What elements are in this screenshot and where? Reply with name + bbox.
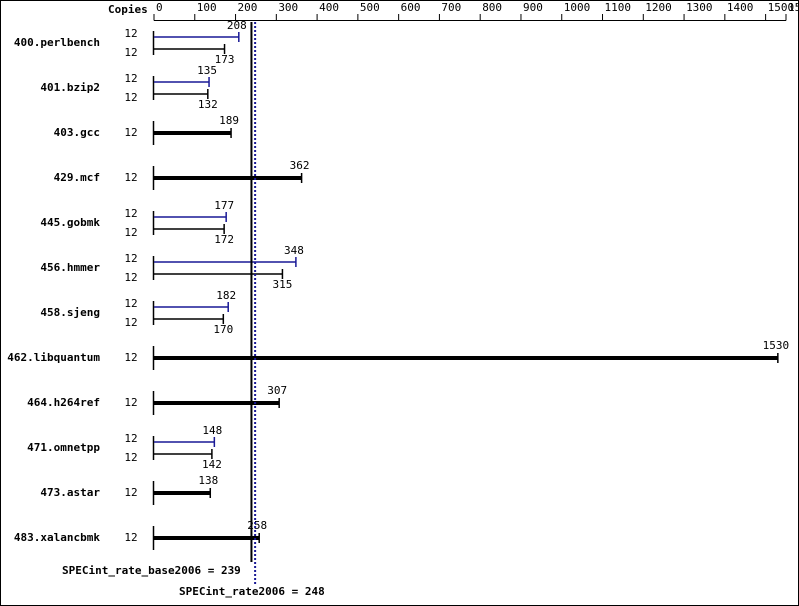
x-axis-label: Copies	[108, 3, 148, 16]
x-tick-label: 1500	[768, 1, 795, 14]
base-copies: 12	[124, 271, 137, 284]
base-value-label: 142	[202, 458, 222, 471]
base-copies: 12	[124, 486, 137, 499]
category-label: 471.omnetpp	[27, 441, 100, 454]
category-label: 473.astar	[40, 486, 100, 499]
x-tick-label: 1000	[564, 1, 591, 14]
category-label: 401.bzip2	[40, 81, 100, 94]
x-tick-label: 100	[197, 1, 217, 14]
category-label: 464.h264ref	[27, 396, 100, 409]
category-label: 400.perlbench	[14, 36, 100, 49]
peak-value-label: 348	[284, 244, 304, 257]
peak-copies: 12	[124, 297, 137, 310]
peak-copies: 12	[124, 252, 137, 265]
base-value-label: 170	[213, 323, 233, 336]
base-copies: 12	[124, 171, 137, 184]
base-value-label: 173	[215, 53, 235, 66]
base-copies: 12	[124, 226, 137, 239]
base-copies: 12	[124, 91, 137, 104]
base-value-label: 258	[247, 519, 267, 532]
peak-value-label: 182	[216, 289, 236, 302]
x-tick-label: 800	[482, 1, 502, 14]
base-copies: 12	[124, 316, 137, 329]
base-value-label: 315	[273, 278, 293, 291]
base-copies: 12	[124, 451, 137, 464]
category-label: 458.sjeng	[40, 306, 100, 319]
base-value-label: 172	[214, 233, 234, 246]
category-label: 456.hmmer	[40, 261, 100, 274]
base-value-label: 362	[290, 159, 310, 172]
peak-copies: 12	[124, 207, 137, 220]
category-label: 462.libquantum	[7, 351, 100, 364]
peak-value-label: 208	[227, 19, 247, 32]
peak-value-label: 177	[214, 199, 234, 212]
x-tick-label: 400	[319, 1, 339, 14]
x-tick-label: 600	[401, 1, 421, 14]
x-tick-label: 700	[441, 1, 461, 14]
peak-mean-label: SPECint_rate2006 = 248	[179, 585, 325, 598]
base-value-label: 307	[267, 384, 287, 397]
x-tick-label: 1100	[605, 1, 632, 14]
x-tick-label: 1300	[686, 1, 713, 14]
base-copies: 12	[124, 46, 137, 59]
category-label: 445.gobmk	[40, 216, 100, 229]
x-tick-label: 1550	[788, 1, 799, 14]
peak-copies: 12	[124, 432, 137, 445]
x-tick-label: 900	[523, 1, 543, 14]
x-tick-label: 1200	[645, 1, 672, 14]
base-value-label: 138	[198, 474, 218, 487]
x-tick-label: 1400	[727, 1, 754, 14]
x-tick-label: 200	[238, 1, 258, 14]
base-copies: 12	[124, 396, 137, 409]
peak-value-label: 148	[202, 424, 222, 437]
category-label: 483.xalancbmk	[14, 531, 100, 544]
peak-value-label: 135	[197, 64, 217, 77]
base-value-label: 132	[198, 98, 218, 111]
category-label: 403.gcc	[54, 126, 100, 139]
base-value-label: 189	[219, 114, 239, 127]
base-mean-label: SPECint_rate_base2006 = 239	[62, 564, 241, 577]
peak-copies: 12	[124, 27, 137, 40]
base-copies: 12	[124, 126, 137, 139]
x-tick-label: 500	[360, 1, 380, 14]
base-copies: 12	[124, 351, 137, 364]
category-label: 429.mcf	[54, 171, 100, 184]
peak-copies: 12	[124, 72, 137, 85]
x-tick-label: 0	[156, 1, 163, 14]
x-tick-label: 300	[278, 1, 298, 14]
base-copies: 12	[124, 531, 137, 544]
base-value-label: 1530	[763, 339, 790, 352]
